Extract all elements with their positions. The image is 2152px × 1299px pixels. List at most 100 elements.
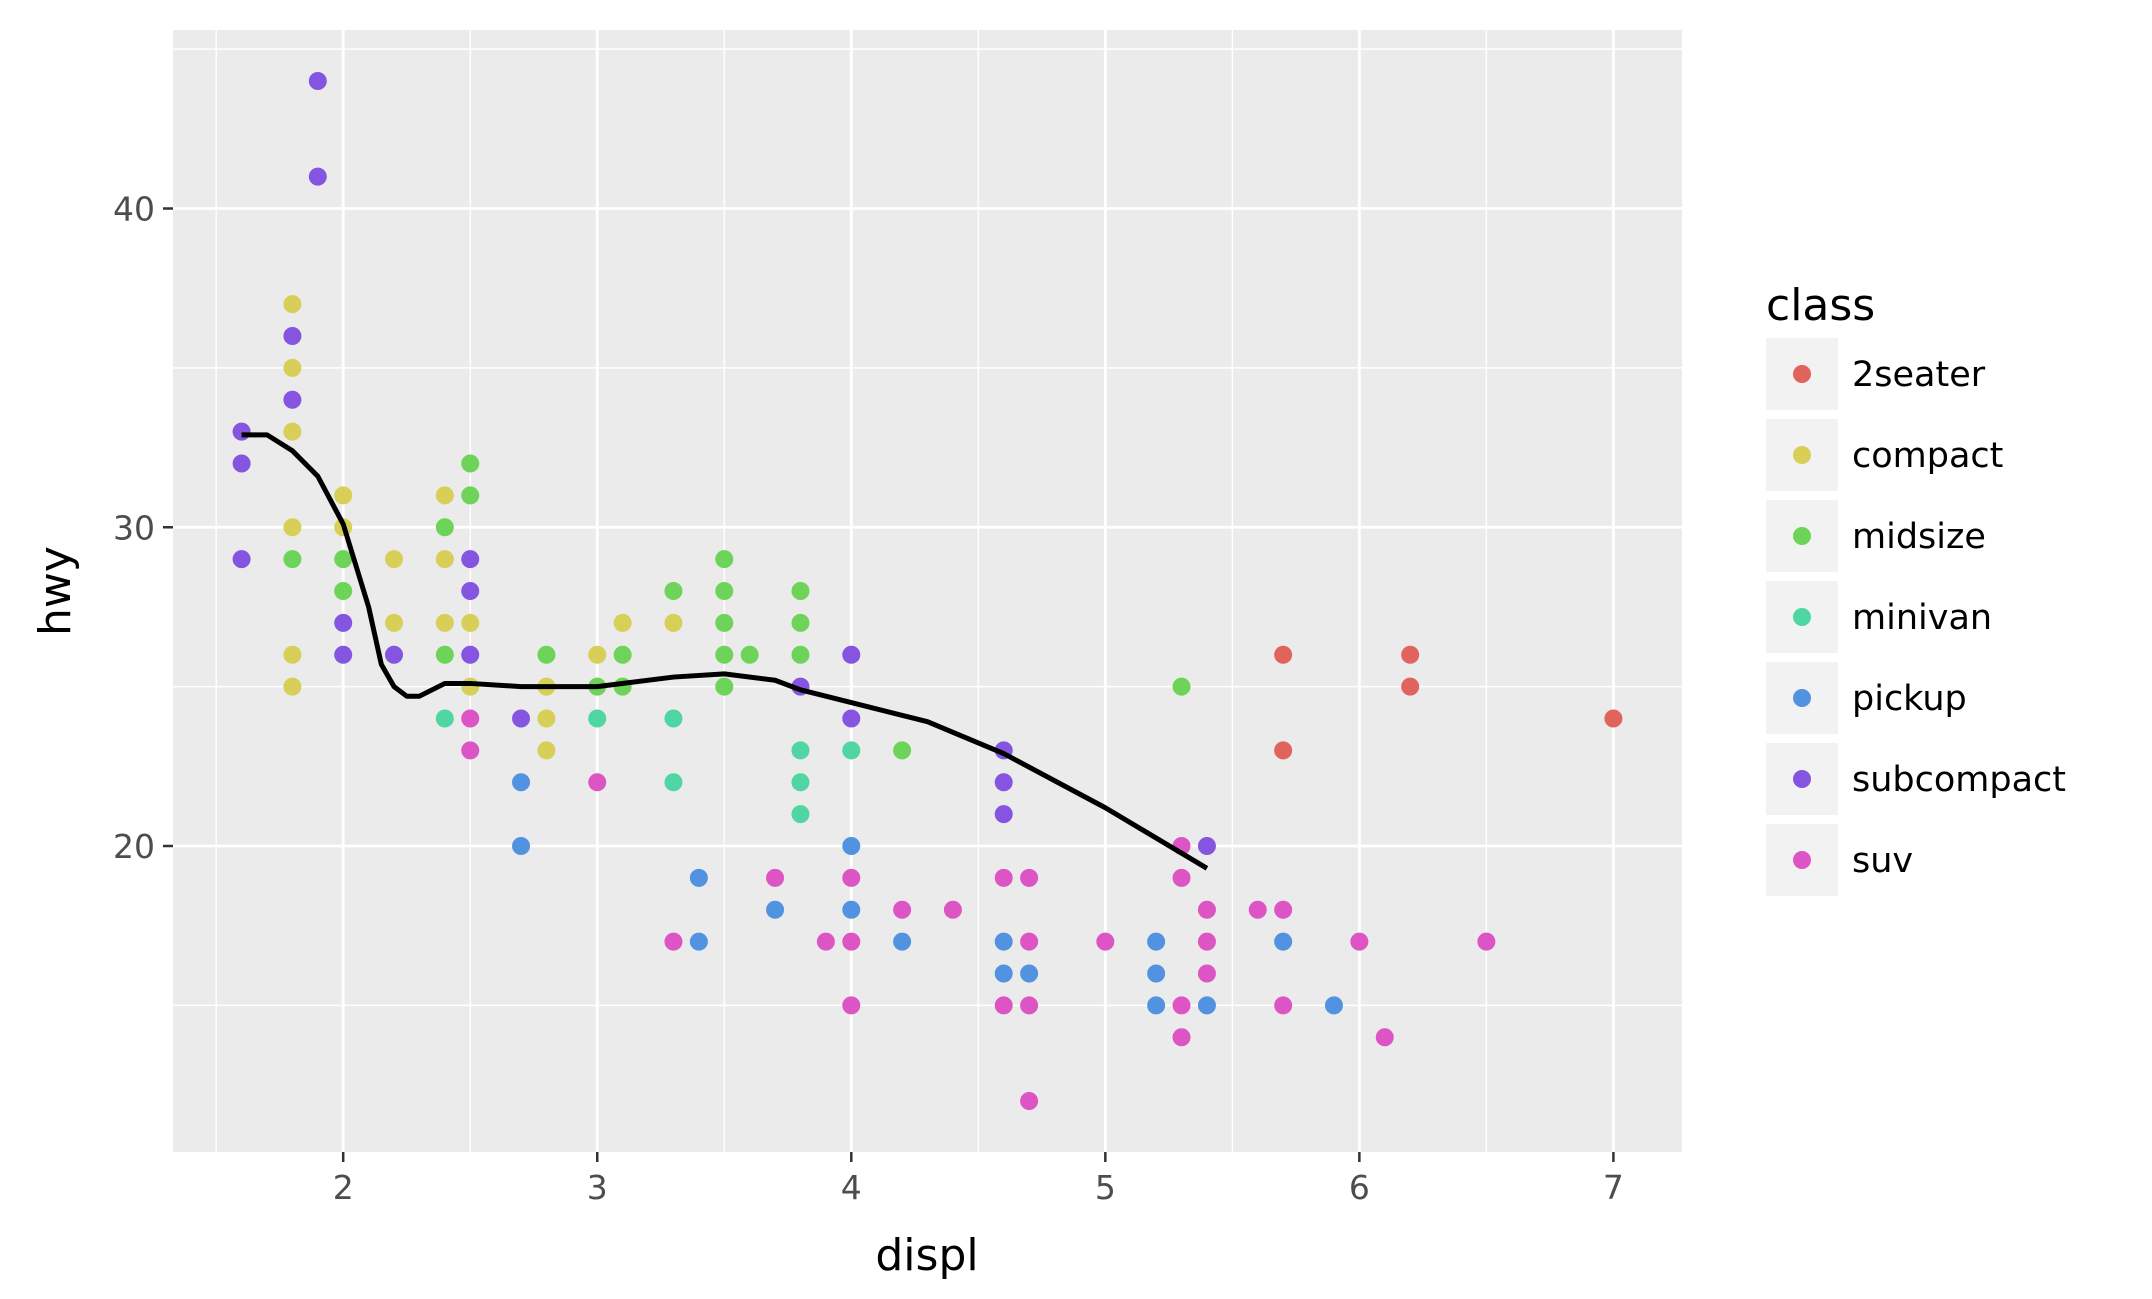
x-tick-label: 5: [1095, 1168, 1116, 1207]
legend-swatch-minivan: [1793, 608, 1811, 626]
legend-title: class: [1766, 280, 1875, 331]
data-point-2seater: [1401, 677, 1420, 696]
data-point-pickup: [689, 868, 708, 887]
data-point-compact: [613, 613, 632, 632]
data-point-midsize: [435, 645, 454, 664]
data-point-subcompact: [461, 550, 480, 569]
data-point-subcompact: [334, 645, 353, 664]
data-point-pickup: [512, 837, 531, 855]
data-point-subcompact: [461, 582, 480, 600]
data-point-compact: [283, 677, 302, 696]
data-point-suv: [1020, 932, 1039, 951]
data-point-subcompact: [994, 773, 1013, 792]
data-point-compact: [461, 677, 480, 696]
data-point-compact: [537, 709, 556, 728]
x-tick-label: 2: [333, 1168, 354, 1207]
data-point-midsize: [715, 613, 734, 632]
data-point-pickup: [1274, 932, 1293, 951]
data-point-suv: [1172, 868, 1191, 887]
data-point-subcompact: [1197, 837, 1216, 855]
data-point-suv: [1020, 1092, 1039, 1110]
legend-swatch-midsize: [1793, 527, 1811, 545]
data-point-suv: [1274, 900, 1293, 919]
data-point-minivan: [791, 741, 810, 760]
data-point-suv: [461, 709, 480, 728]
data-point-minivan: [588, 709, 607, 728]
data-point-suv: [994, 996, 1013, 1015]
legend-label-midsize: midsize: [1852, 517, 1986, 557]
legend-label-subcompact: subcompact: [1852, 760, 2066, 800]
x-tick-label: 4: [841, 1168, 862, 1207]
data-point-subcompact: [334, 613, 353, 632]
data-point-midsize: [461, 486, 480, 505]
data-point-2seater: [1604, 709, 1623, 728]
data-point-compact: [385, 613, 404, 632]
data-point-midsize: [893, 741, 912, 760]
data-point-suv: [842, 932, 861, 951]
legend: class 2seater compact midsize minivan pickup…: [1766, 280, 2066, 896]
data-point-pickup: [994, 932, 1013, 951]
y-tick-label: 40: [113, 190, 155, 229]
legend-label-suv: suv: [1852, 841, 1913, 881]
data-point-minivan: [791, 805, 810, 824]
data-point-pickup: [512, 773, 531, 792]
data-point-midsize: [1172, 677, 1191, 696]
legend-swatch-subcompact: [1793, 770, 1811, 788]
data-point-subcompact: [283, 390, 302, 409]
data-point-pickup: [893, 932, 912, 951]
data-point-suv: [1172, 1028, 1191, 1047]
data-point-pickup: [1020, 964, 1039, 983]
data-point-pickup: [1147, 996, 1166, 1015]
x-axis: 2 3 4 5 6 7: [333, 1152, 1624, 1207]
x-tick-label: 7: [1603, 1168, 1624, 1207]
data-point-subcompact: [385, 645, 404, 664]
data-point-suv: [1375, 1028, 1394, 1047]
data-point-pickup: [1324, 996, 1343, 1015]
legend-label-compact: compact: [1852, 436, 2003, 476]
data-point-midsize: [715, 582, 734, 600]
data-point-subcompact: [283, 327, 302, 345]
data-point-suv: [1197, 932, 1216, 951]
data-point-suv: [1020, 996, 1039, 1015]
data-point-pickup: [842, 837, 861, 855]
legend-swatch-pickup: [1793, 689, 1811, 707]
data-point-subcompact: [232, 550, 251, 569]
data-point-midsize: [461, 454, 480, 473]
data-point-compact: [283, 518, 302, 537]
data-point-compact: [435, 613, 454, 632]
data-point-suv: [943, 900, 962, 919]
data-point-suv: [1197, 900, 1216, 919]
x-axis-title: displ: [875, 1230, 978, 1281]
data-point-midsize: [740, 645, 759, 664]
data-point-minivan: [791, 773, 810, 792]
legend-label-pickup: pickup: [1852, 679, 1967, 719]
data-point-suv: [1020, 868, 1039, 887]
data-point-compact: [283, 358, 302, 377]
data-point-pickup: [842, 900, 861, 919]
y-tick-label: 20: [113, 827, 155, 866]
data-point-suv: [1477, 932, 1496, 951]
data-point-suv: [1096, 932, 1115, 951]
data-point-suv: [1248, 900, 1267, 919]
data-point-pickup: [689, 932, 708, 951]
data-point-midsize: [334, 582, 353, 600]
legend-label-minivan: minivan: [1852, 598, 1992, 638]
data-point-subcompact: [461, 645, 480, 664]
data-point-minivan: [435, 709, 454, 728]
data-point-suv: [994, 868, 1013, 887]
data-point-pickup: [1147, 964, 1166, 983]
data-point-suv: [461, 741, 480, 760]
data-point-minivan: [664, 709, 683, 728]
data-point-midsize: [791, 582, 810, 600]
data-point-pickup: [994, 964, 1013, 983]
data-point-midsize: [791, 613, 810, 632]
data-point-compact: [283, 422, 302, 441]
data-point-minivan: [664, 773, 683, 792]
data-point-suv: [766, 868, 785, 887]
data-point-subcompact: [994, 805, 1013, 824]
data-point-midsize: [283, 550, 302, 569]
data-point-midsize: [537, 645, 556, 664]
data-point-midsize: [715, 550, 734, 569]
data-point-suv: [664, 932, 683, 951]
